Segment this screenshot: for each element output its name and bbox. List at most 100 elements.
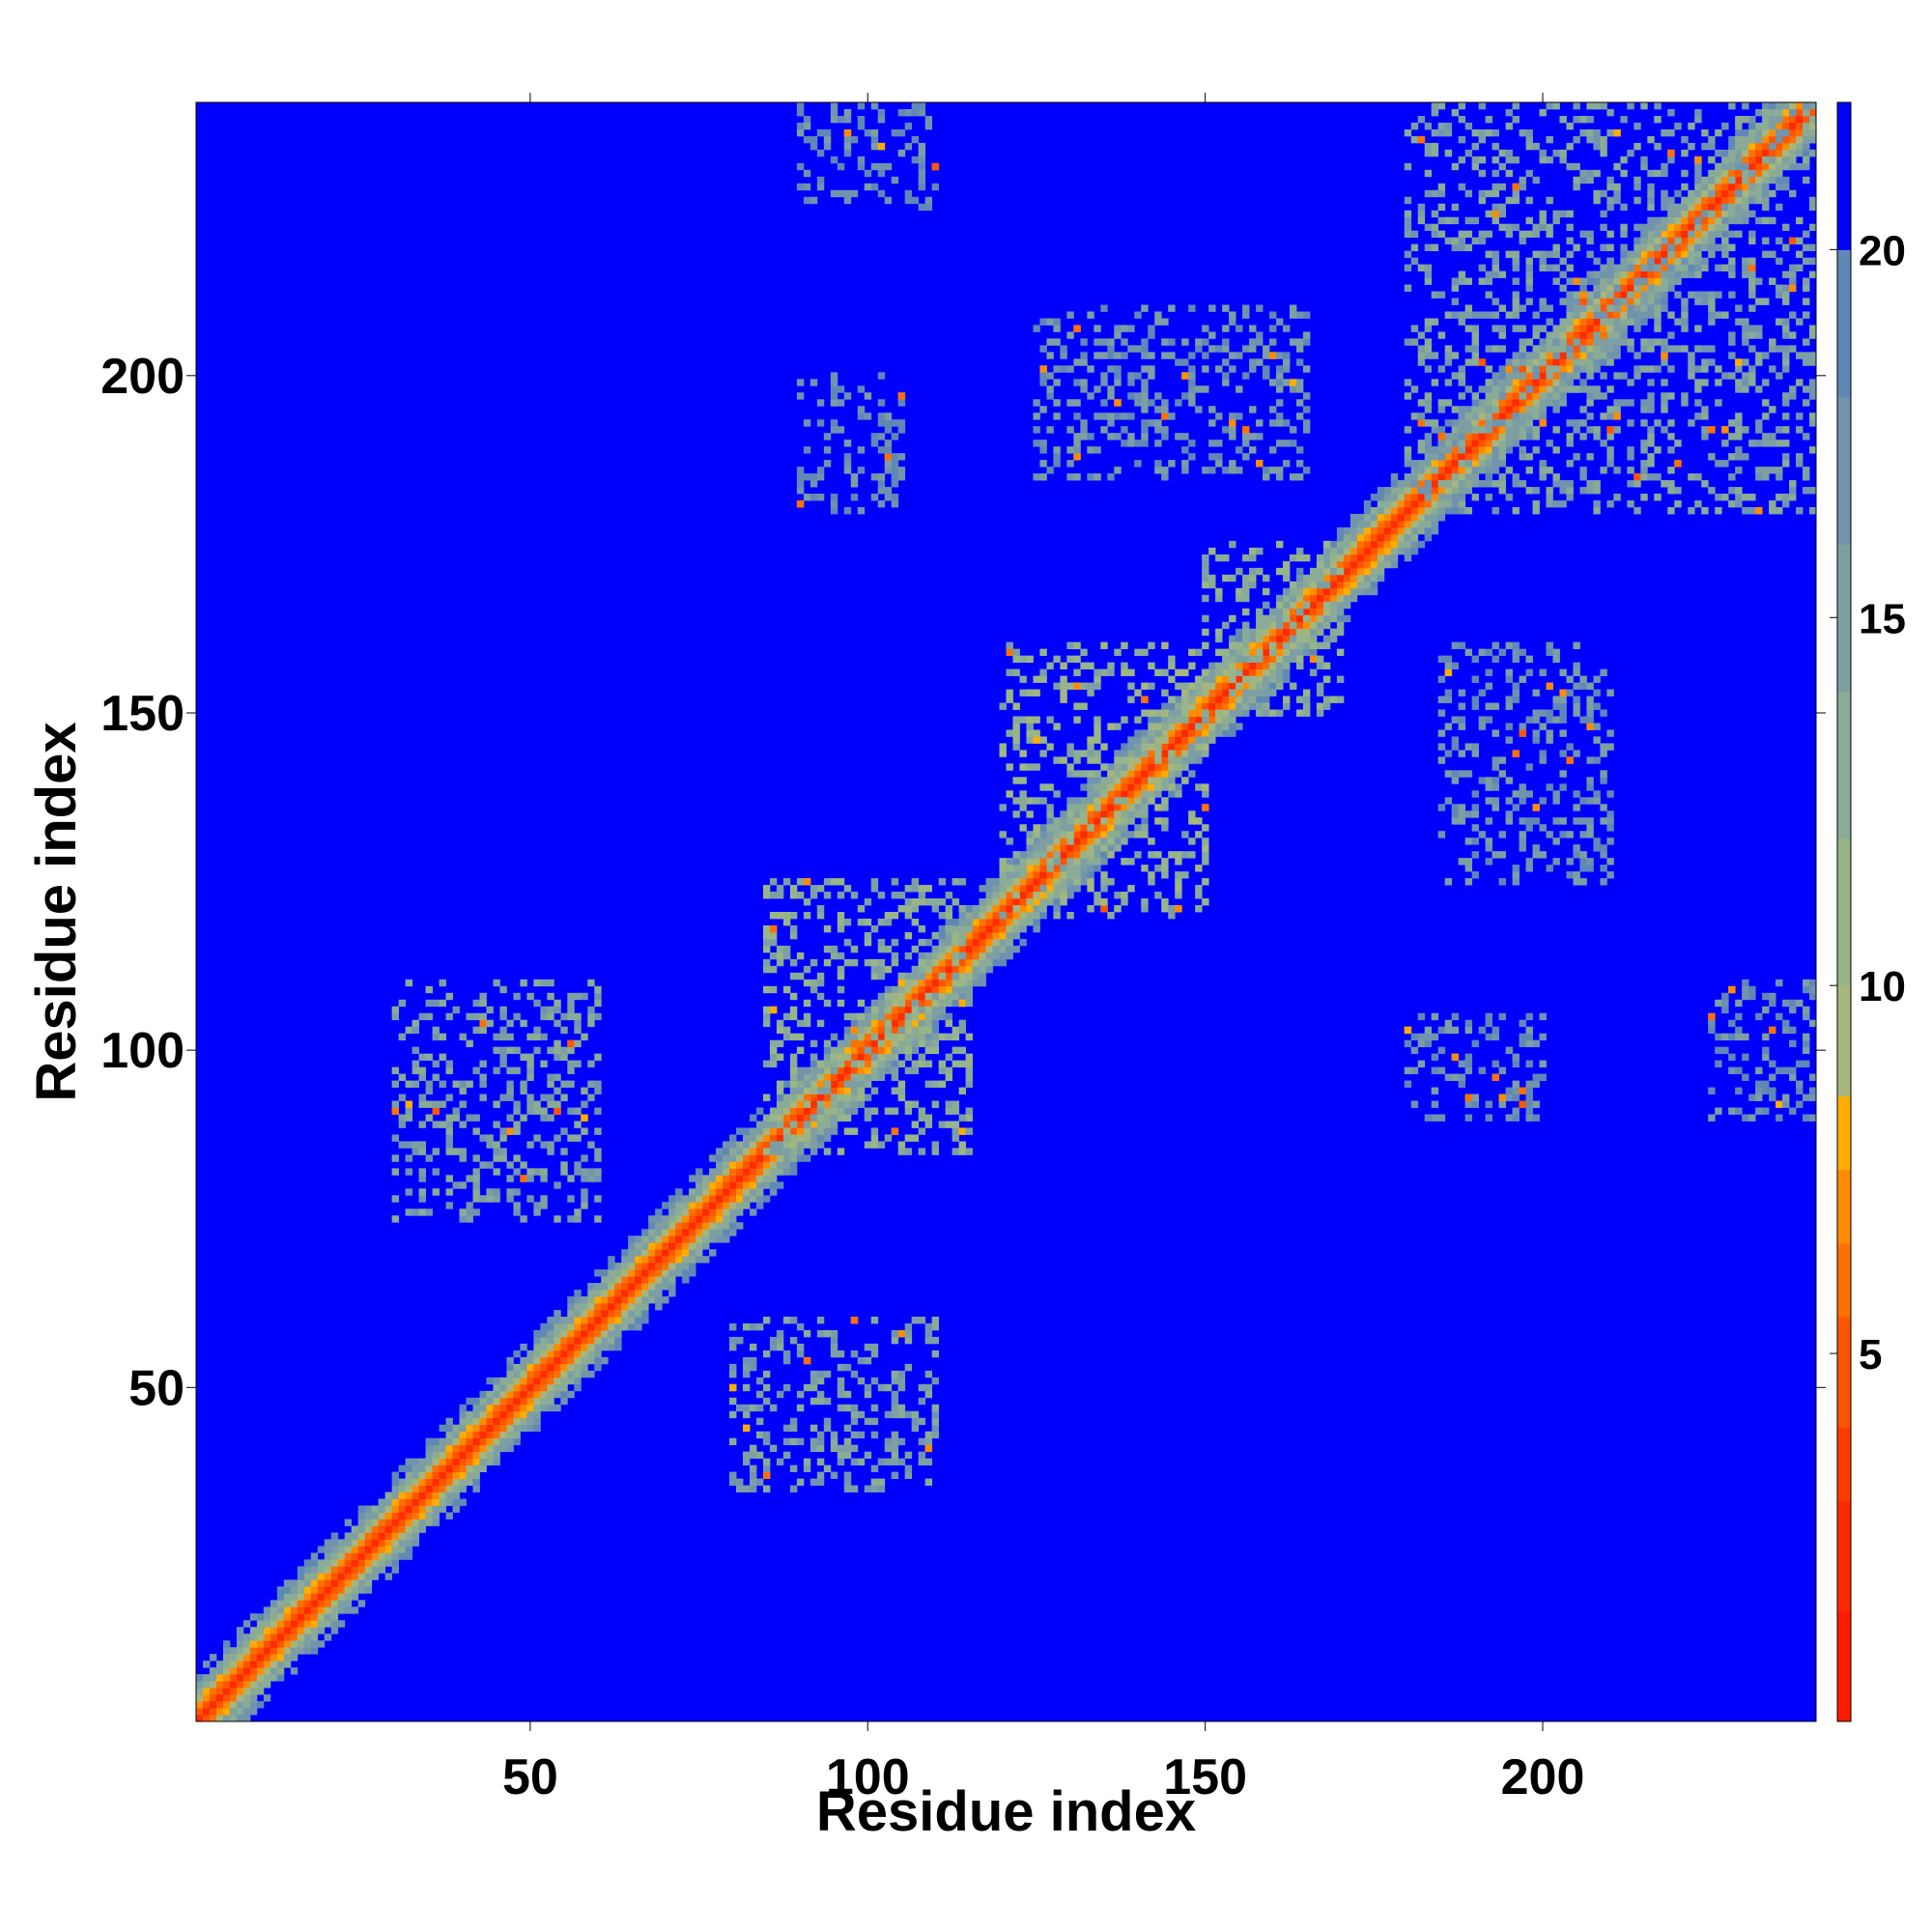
heatmap-cell <box>1066 858 1074 866</box>
heatmap-cell <box>830 1066 838 1074</box>
heatmap-cell <box>1404 230 1412 239</box>
heatmap-cell <box>782 1121 791 1128</box>
heatmap-cell <box>897 985 906 994</box>
heatmap-cell <box>870 1431 879 1439</box>
heatmap-cell <box>945 972 952 980</box>
heatmap-cell <box>742 1363 751 1372</box>
heatmap-cell <box>614 1310 622 1318</box>
heatmap-cell <box>1154 709 1162 717</box>
heatmap-cell <box>1356 587 1365 596</box>
heatmap-cell <box>337 1552 346 1560</box>
heatmap-cell <box>884 1134 893 1142</box>
heatmap-cell <box>1269 635 1277 643</box>
heatmap-cell <box>587 1141 595 1149</box>
heatmap-cell <box>1464 453 1473 461</box>
heatmap-cell <box>1444 494 1453 501</box>
heatmap-cell <box>870 1417 879 1426</box>
heatmap-cell <box>675 1256 683 1264</box>
heatmap-cell <box>1269 682 1277 690</box>
heatmap-cell <box>547 1404 554 1412</box>
heatmap-cell <box>601 1296 609 1304</box>
heatmap-cell <box>1437 433 1446 440</box>
heatmap-cell <box>1593 352 1601 359</box>
heatmap-cell <box>1066 912 1074 920</box>
heatmap-cell <box>614 1303 622 1311</box>
heatmap-cell <box>1282 696 1291 703</box>
heatmap-cell <box>608 1263 615 1270</box>
heatmap-cell <box>864 1356 872 1365</box>
heatmap-cell <box>439 1424 446 1433</box>
heatmap-cell <box>520 1356 527 1365</box>
heatmap-cell <box>1417 345 1426 353</box>
heatmap-cell <box>486 1377 494 1385</box>
heatmap-cell <box>1410 325 1419 332</box>
heatmap-cell <box>1437 230 1446 239</box>
heatmap-cell <box>952 992 959 1001</box>
heatmap-cell <box>837 1080 845 1088</box>
heatmap-cell <box>1215 702 1223 710</box>
heatmap-cell <box>1087 790 1094 798</box>
heatmap-cell <box>965 972 973 980</box>
heatmap-cell <box>357 1519 366 1526</box>
heatmap-cell <box>1640 243 1648 252</box>
heatmap-cell <box>1586 277 1594 285</box>
heatmap-cell <box>864 1114 872 1122</box>
heatmap-cell <box>1701 243 1709 252</box>
heatmap-cell <box>472 1168 480 1176</box>
heatmap-cell <box>1127 804 1135 811</box>
heatmap-cell <box>742 1356 751 1365</box>
heatmap-cell <box>1012 878 1020 886</box>
heatmap-cell <box>1080 770 1088 778</box>
heatmap-cell <box>1295 581 1304 589</box>
heatmap-cell <box>1127 790 1135 798</box>
heatmap-cell <box>682 1256 690 1264</box>
heatmap-cell <box>594 1350 602 1358</box>
heatmap-cell <box>1451 216 1460 225</box>
heatmap-cell <box>648 1256 656 1264</box>
heatmap-cell <box>931 1336 940 1345</box>
heatmap-cell <box>283 1627 292 1634</box>
heatmap-cell <box>1229 682 1236 690</box>
heatmap-cell <box>310 1573 319 1580</box>
heatmap-cell <box>1033 831 1040 838</box>
heatmap-cell <box>816 885 825 893</box>
heatmap-cell <box>1694 176 1702 185</box>
heatmap-cell <box>1464 446 1473 454</box>
heatmap-cell <box>459 1148 467 1155</box>
heatmap-cell <box>823 945 832 953</box>
heatmap-cell <box>270 1654 278 1662</box>
heatmap-cell <box>1410 412 1419 420</box>
heatmap-cell <box>614 1276 622 1284</box>
heatmap-cell <box>1316 560 1324 569</box>
heatmap-cell <box>1667 270 1675 278</box>
heatmap-cell <box>1215 709 1223 717</box>
heatmap-cell <box>1505 446 1513 454</box>
heatmap-cell <box>391 1107 400 1115</box>
heatmap-cell <box>816 1114 825 1122</box>
heatmap-cell <box>628 1303 636 1311</box>
heatmap-cell <box>796 1343 805 1351</box>
heatmap-cell <box>1478 196 1487 205</box>
heatmap-cell <box>459 1478 467 1486</box>
heatmap-cell <box>466 1471 473 1479</box>
heatmap-cell <box>1525 392 1533 400</box>
heatmap-cell <box>249 1674 258 1682</box>
heatmap-cell <box>1039 831 1047 838</box>
heatmap-cell <box>1282 574 1291 582</box>
heatmap-cell <box>1263 614 1270 623</box>
heatmap-cell <box>938 965 947 974</box>
heatmap-cell <box>1329 567 1338 576</box>
heatmap-cell <box>1417 412 1426 420</box>
heatmap-cell <box>587 1350 595 1358</box>
heatmap-cell <box>418 1492 426 1499</box>
heatmap-cell <box>215 1715 224 1722</box>
heatmap-cell <box>931 1424 940 1433</box>
heatmap-cell <box>823 1127 832 1135</box>
heatmap-cell <box>506 1175 514 1182</box>
heatmap-cell <box>1404 216 1412 225</box>
heatmap-cell <box>749 1208 757 1216</box>
heatmap-cell <box>283 1606 292 1614</box>
heatmap-cell <box>776 1390 784 1399</box>
heatmap-cell <box>1559 331 1567 339</box>
heatmap-cell <box>1410 230 1419 239</box>
